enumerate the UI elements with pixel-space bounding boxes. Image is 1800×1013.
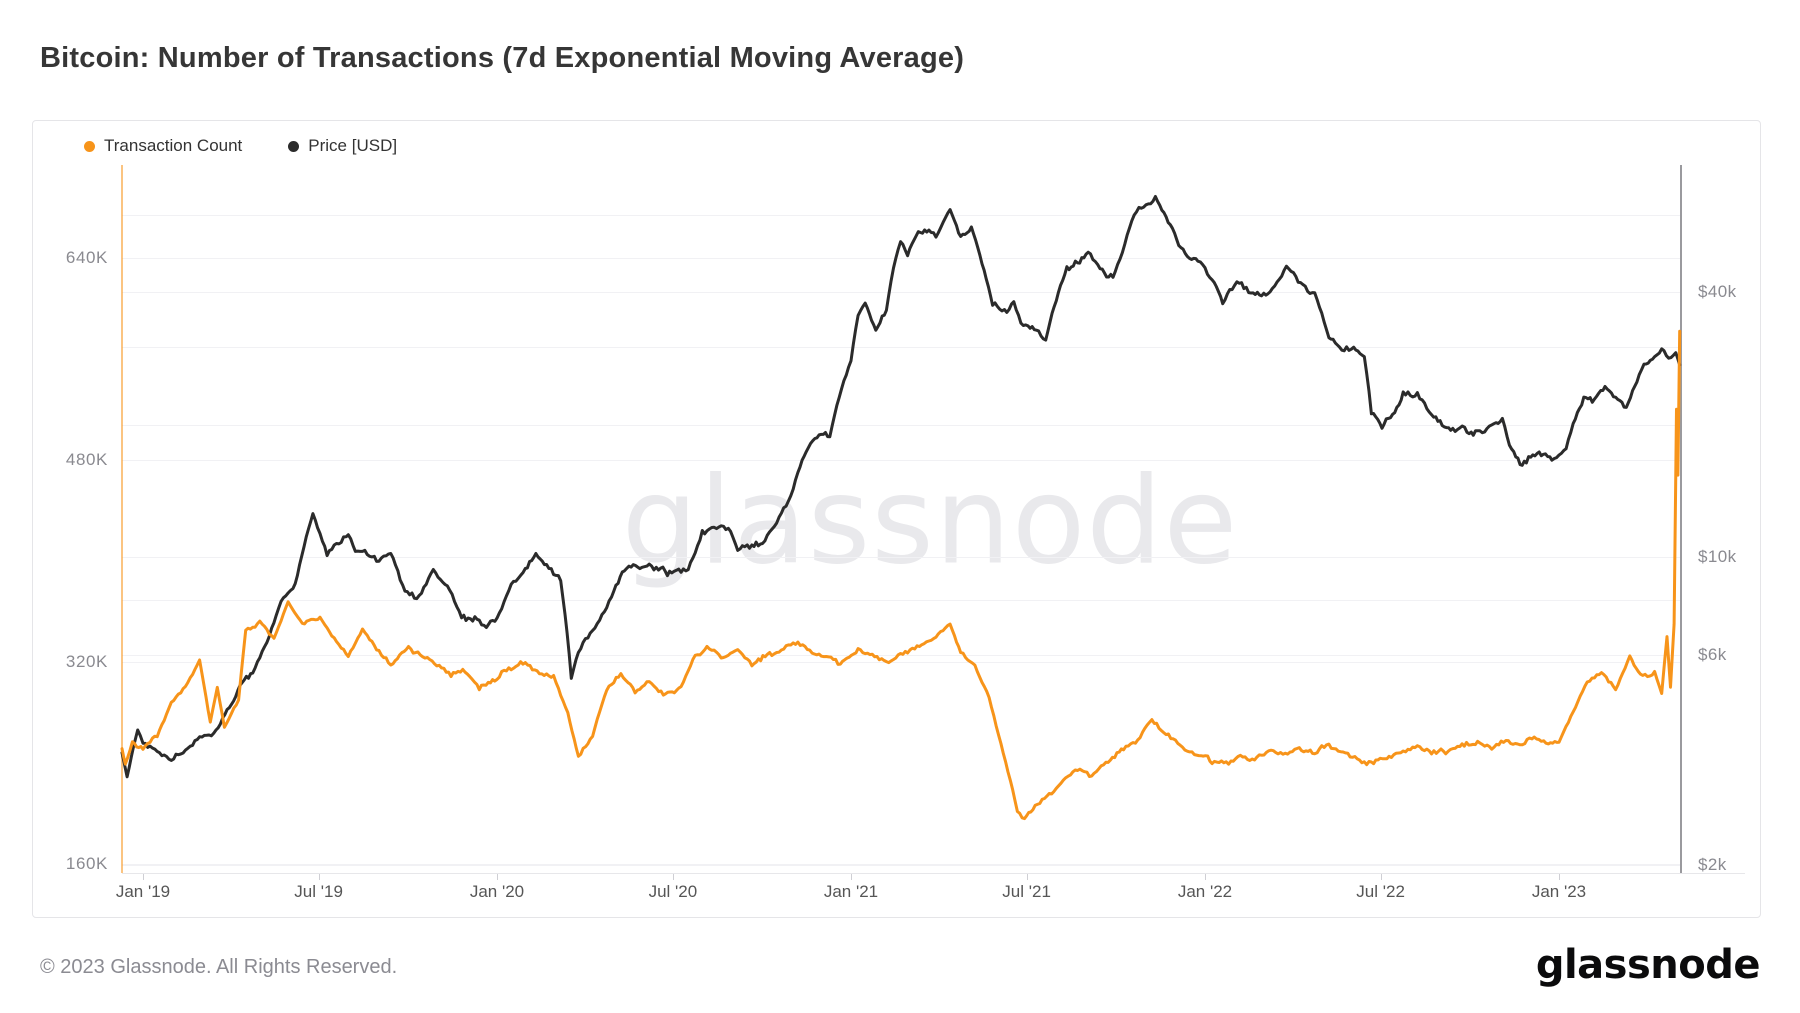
y-axis-label-left: 320K [65, 652, 108, 671]
x-axis-tick [672, 874, 674, 880]
y-axis-label-right: $6k [1698, 644, 1727, 664]
chart-legend: Transaction Count Price [USD] [84, 136, 397, 156]
legend-item-price-usd[interactable]: Price [USD] [288, 136, 397, 156]
legend-label-transaction-count: Transaction Count [104, 136, 243, 155]
y-axis-label-right: $10k [1698, 546, 1737, 566]
gridline-right-axis [122, 347, 1680, 348]
x-axis-label: Jan '22 [1177, 882, 1233, 901]
x-axis-label: Jan '20 [469, 882, 525, 901]
gridline-right-axis [122, 214, 1680, 216]
legend-dot-transaction-count [84, 140, 95, 152]
gridline-left-axis [122, 460, 1680, 461]
gridline-right-axis [122, 292, 1680, 293]
x-axis-label: Jul '21 [1002, 882, 1051, 901]
legend-label-price-usd: Price [USD] [308, 136, 398, 155]
y-axis-label-left: 480K [65, 450, 108, 469]
page-title: Bitcoin: Number of Transactions (7d Expo… [40, 42, 965, 74]
x-axis-label: Jul '22 [1356, 882, 1405, 901]
copyright-text: © 2023 Glassnode. All Rights Reserved. [40, 956, 398, 978]
x-axis-label: Jan '19 [115, 882, 171, 901]
gridline-right-axis [122, 599, 1680, 601]
x-axis-tick [497, 874, 498, 880]
glassnode-logo[interactable]: glassnode [1535, 942, 1761, 988]
bottom-axis-line [122, 873, 1745, 874]
x-axis-tick [1380, 874, 1382, 880]
x-axis-label: Jul '19 [294, 882, 343, 901]
glassnode-watermark: glassnode [621, 452, 1239, 592]
gridline-right-axis [122, 864, 1680, 866]
series-line-price-usd [120, 195, 1682, 779]
left-axis-line [121, 165, 123, 873]
gridline-right-axis [122, 424, 1680, 426]
x-axis-label: Jan '21 [823, 882, 879, 901]
legend-item-transaction-count[interactable]: Transaction Count [84, 136, 242, 156]
x-axis-tick [143, 874, 144, 880]
gridline-left-axis [122, 662, 1680, 663]
legend-dot-price-usd [288, 140, 300, 152]
y-axis-label-left: 640K [65, 248, 108, 267]
x-axis-tick [1559, 874, 1560, 880]
x-axis-tick [1205, 874, 1206, 880]
x-axis-label: Jan '23 [1531, 882, 1587, 901]
x-axis-tick [318, 874, 320, 880]
gridline-left-axis [122, 258, 1680, 259]
x-axis-tick [851, 874, 852, 880]
x-axis-label: Jul '20 [648, 882, 698, 901]
y-axis-label-right: $2k [1698, 854, 1727, 874]
right-axis-line [1680, 165, 1682, 873]
y-axis-label-left: 160K [65, 854, 108, 873]
y-axis-label-right: $40k [1698, 282, 1737, 301]
x-axis-tick [1026, 874, 1028, 880]
series-line-transaction-count [120, 329, 1682, 821]
gridline-right-axis [122, 556, 1680, 558]
